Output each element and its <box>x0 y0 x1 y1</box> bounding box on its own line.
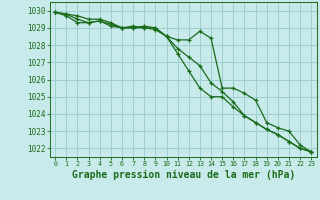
X-axis label: Graphe pression niveau de la mer (hPa): Graphe pression niveau de la mer (hPa) <box>72 170 295 180</box>
